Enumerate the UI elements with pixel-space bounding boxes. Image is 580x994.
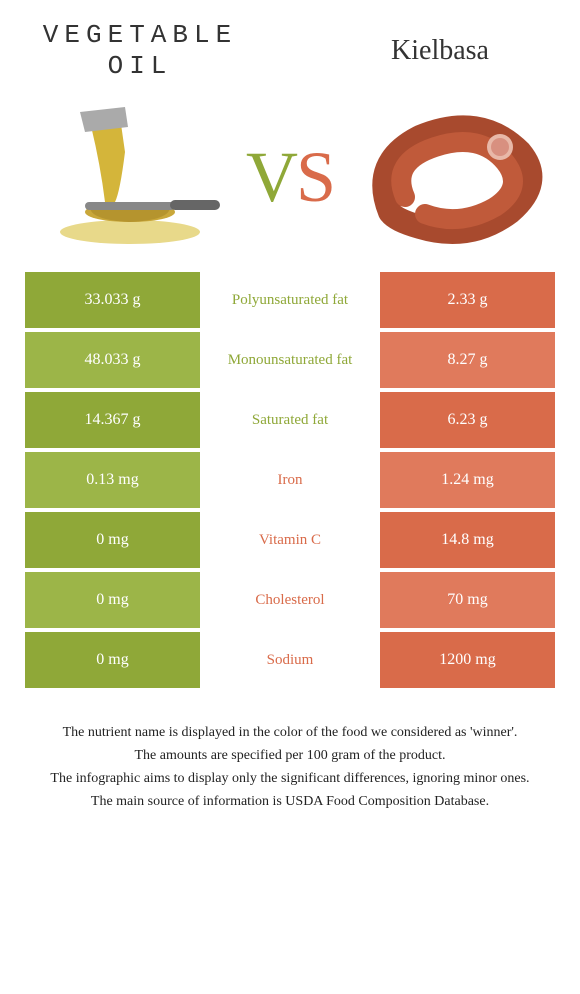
oil-image bbox=[30, 102, 230, 252]
right-value: 8.27 g bbox=[380, 332, 555, 388]
right-value: 14.8 mg bbox=[380, 512, 555, 568]
vs-v: V bbox=[246, 137, 296, 217]
left-value: 0 mg bbox=[25, 512, 200, 568]
comparison-table: 33.033 gPolyunsaturated fat2.33 g48.033 … bbox=[25, 272, 555, 688]
nutrient-label: Polyunsaturated fat bbox=[200, 272, 380, 328]
nutrient-label: Saturated fat bbox=[200, 392, 380, 448]
nutrient-label: Sodium bbox=[200, 632, 380, 688]
table-row: 0 mgSodium1200 mg bbox=[25, 632, 555, 688]
right-value: 1200 mg bbox=[380, 632, 555, 688]
sausage-image bbox=[350, 102, 550, 252]
nutrient-label: Vitamin C bbox=[200, 512, 380, 568]
title-left-line2: oil bbox=[40, 51, 240, 82]
left-value: 0.13 mg bbox=[25, 452, 200, 508]
nutrient-label: Iron bbox=[200, 452, 380, 508]
right-value: 1.24 mg bbox=[380, 452, 555, 508]
footer-line1: The nutrient name is displayed in the co… bbox=[20, 722, 560, 743]
right-value: 2.33 g bbox=[380, 272, 555, 328]
header: Vegetable oil Kielbasa bbox=[0, 0, 580, 92]
footer-line4: The main source of information is USDA F… bbox=[20, 791, 560, 812]
sausage-icon bbox=[350, 102, 550, 252]
table-row: 33.033 gPolyunsaturated fat2.33 g bbox=[25, 272, 555, 328]
left-value: 33.033 g bbox=[25, 272, 200, 328]
left-value: 48.033 g bbox=[25, 332, 200, 388]
footer-line2: The amounts are specified per 100 gram o… bbox=[20, 745, 560, 766]
title-right: Kielbasa bbox=[340, 35, 540, 67]
table-row: 0 mgVitamin C14.8 mg bbox=[25, 512, 555, 568]
footer-notes: The nutrient name is displayed in the co… bbox=[0, 692, 580, 812]
table-row: 0.13 mgIron1.24 mg bbox=[25, 452, 555, 508]
table-row: 14.367 gSaturated fat6.23 g bbox=[25, 392, 555, 448]
nutrient-label: Monounsaturated fat bbox=[200, 332, 380, 388]
vs-text: VS bbox=[246, 136, 334, 219]
oil-icon bbox=[30, 102, 230, 252]
footer-line3: The infographic aims to display only the… bbox=[20, 768, 560, 789]
nutrient-label: Cholesterol bbox=[200, 572, 380, 628]
title-left: Vegetable oil bbox=[40, 20, 240, 82]
table-row: 48.033 gMonounsaturated fat8.27 g bbox=[25, 332, 555, 388]
vs-s: S bbox=[296, 137, 334, 217]
left-value: 0 mg bbox=[25, 632, 200, 688]
left-value: 0 mg bbox=[25, 572, 200, 628]
right-value: 70 mg bbox=[380, 572, 555, 628]
right-value: 6.23 g bbox=[380, 392, 555, 448]
table-row: 0 mgCholesterol70 mg bbox=[25, 572, 555, 628]
title-left-line1: Vegetable bbox=[40, 20, 240, 51]
left-value: 14.367 g bbox=[25, 392, 200, 448]
images-row: VS bbox=[0, 92, 580, 272]
